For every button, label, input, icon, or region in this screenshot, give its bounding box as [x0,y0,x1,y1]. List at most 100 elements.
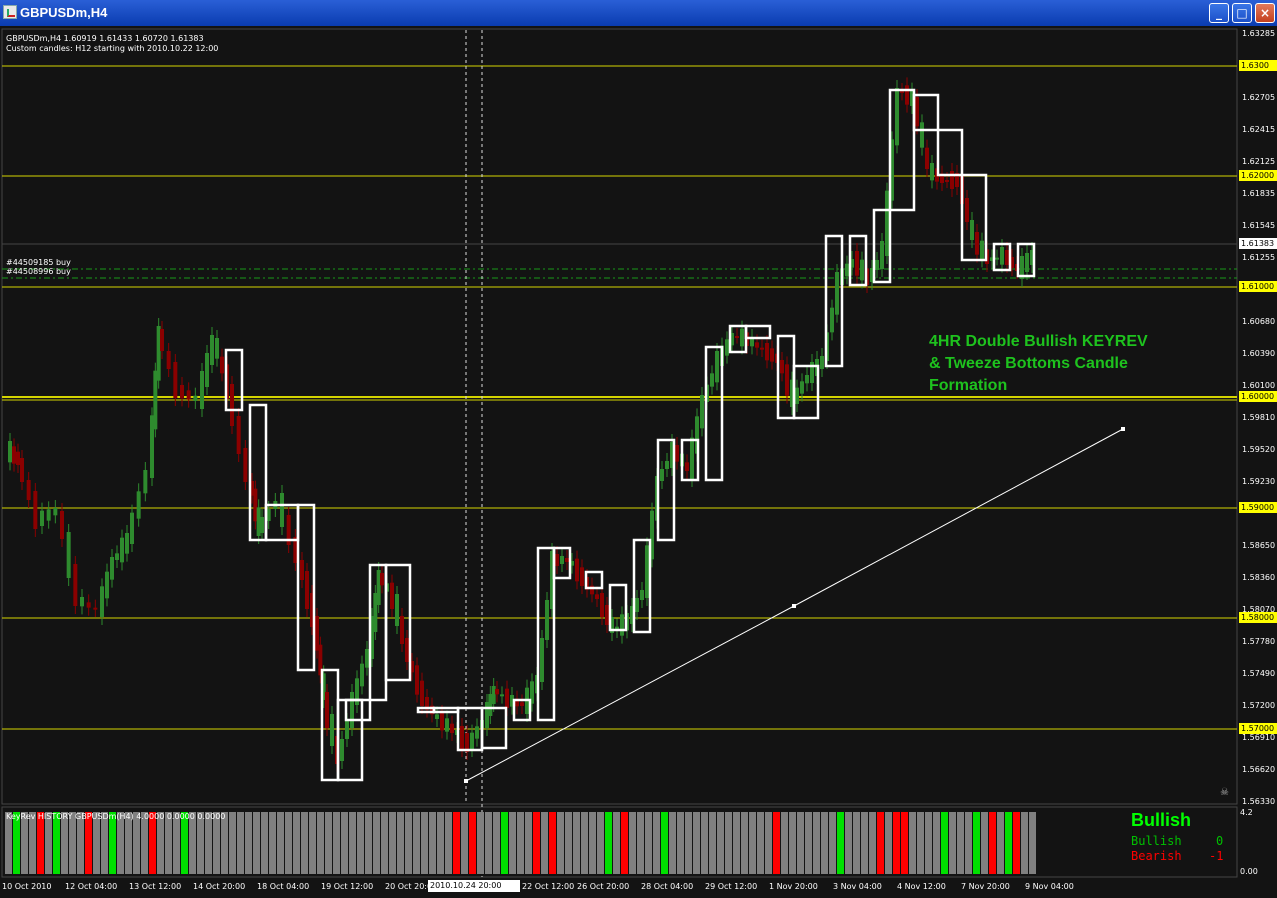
indicator-bar [741,812,748,874]
custom-candle [608,583,628,632]
custom-candle [432,706,460,714]
indicator-bar [453,812,460,874]
candle-body [500,694,504,697]
candle-body [475,726,479,739]
candle-body [390,582,394,609]
candle-body [660,469,664,481]
candle-body [365,649,369,668]
candle-body [300,560,304,580]
indicator-bar [13,812,20,874]
candle-body [256,507,261,536]
price-tag-1570: 1.57000 [1239,723,1277,734]
indicator-bar [285,812,292,874]
order-label-2[interactable]: #44508996 buy [6,267,71,276]
minimize-button[interactable]: _ [1209,3,1229,23]
trend-line-ext[interactable] [793,428,1124,607]
indicator-bar [277,812,284,874]
level-lines [2,65,1237,730]
custom-candle [344,698,372,722]
indicator-bar [685,812,692,874]
candle-body [885,190,889,256]
candle-body [93,607,98,610]
indicator-bar [301,812,308,874]
annotation-line-1: 4HR Double Bullish KEYREV [929,333,1148,350]
price-axis-label: 1.56330 [1242,797,1276,806]
candle-body [166,351,171,369]
indicator-bar [653,812,660,874]
price-axis-label: 1.56620 [1242,765,1276,774]
candle-body [540,638,544,682]
candle-body [685,462,689,471]
candle-body [470,732,474,749]
indicator-bar [629,812,636,874]
candle-body [690,437,694,479]
indicator-scale-bottom: 0.00 [1240,867,1258,876]
candle-body [40,510,44,526]
indicator-bar [589,812,596,874]
custom-candle [536,546,556,722]
window-titlebar[interactable]: GBPUSDm,H4 _ □ × [0,0,1277,26]
trend-line[interactable] [465,605,795,782]
candle-body [610,617,614,633]
chart-window-icon [3,5,17,19]
candle-body [565,558,569,562]
candle-body [790,379,794,407]
candle-body [153,370,158,430]
chart-annotation-text[interactable]: 4HR Double Bullish KEYREV & Tweeze Botto… [929,331,1229,397]
price-axis-label: 1.61835 [1242,189,1276,198]
candle-body [16,451,20,465]
order-label-1[interactable]: #44509185 buy [6,258,71,267]
indicator-bar [445,812,452,874]
candle-body [73,564,78,606]
bearish-value: -1 [1209,849,1224,863]
candle-body [630,606,634,624]
candle-body [920,122,924,148]
candle-body [880,241,884,269]
indicator-bar [717,812,724,874]
candle-body [325,692,329,728]
candle-body [180,385,184,399]
indicator-bar [69,812,76,874]
maximize-button[interactable]: □ [1232,3,1252,23]
candle-body [965,198,969,222]
indicator-bar [493,812,500,874]
trend-line-anchor-end[interactable] [1121,427,1125,431]
candle-body [780,360,784,374]
close-button[interactable]: × [1255,3,1275,23]
candle-body [110,557,114,580]
price-axis-label: 1.58650 [1242,541,1276,550]
chart-area[interactable] [0,26,1277,898]
candle-body [810,362,814,383]
indicator-bar [197,812,204,874]
candle-body [890,139,894,201]
candle-body [620,614,624,636]
trend-line-anchor-start[interactable] [464,779,468,783]
indicator-bar [205,812,212,874]
price-tag-1620: 1.62000 [1239,170,1277,181]
price-axis-label: 1.58070 [1242,605,1276,614]
indicator-bar [373,812,380,874]
trend-line-anchor-mid[interactable] [792,604,796,608]
indicator-bar [341,812,348,874]
candle-body [60,511,64,539]
indicator-bullish-row: Bullish 0 [1131,834,1223,848]
custom-candle [848,234,868,287]
candle-body [800,381,804,394]
price-axis-label: 1.63285 [1242,29,1276,38]
candle-body [925,147,929,169]
candle-body [293,537,298,563]
indicator-bar [221,812,228,874]
indicator-bar [21,812,28,874]
candle-body [1010,257,1014,268]
chart-symbol-header: GBPUSDm,H4 1.60919 1.61433 1.60720 1.613… [6,34,204,43]
candle-body [488,694,493,716]
candle-body [765,343,769,361]
indicator-bar [501,812,508,874]
candle-body [66,532,71,578]
indicator-bar [997,812,1004,874]
candle-body [220,356,224,374]
indicator-bearish-row: Bearish -1 [1131,849,1223,863]
indicator-bar [29,812,36,874]
indicator-bar [429,812,436,874]
